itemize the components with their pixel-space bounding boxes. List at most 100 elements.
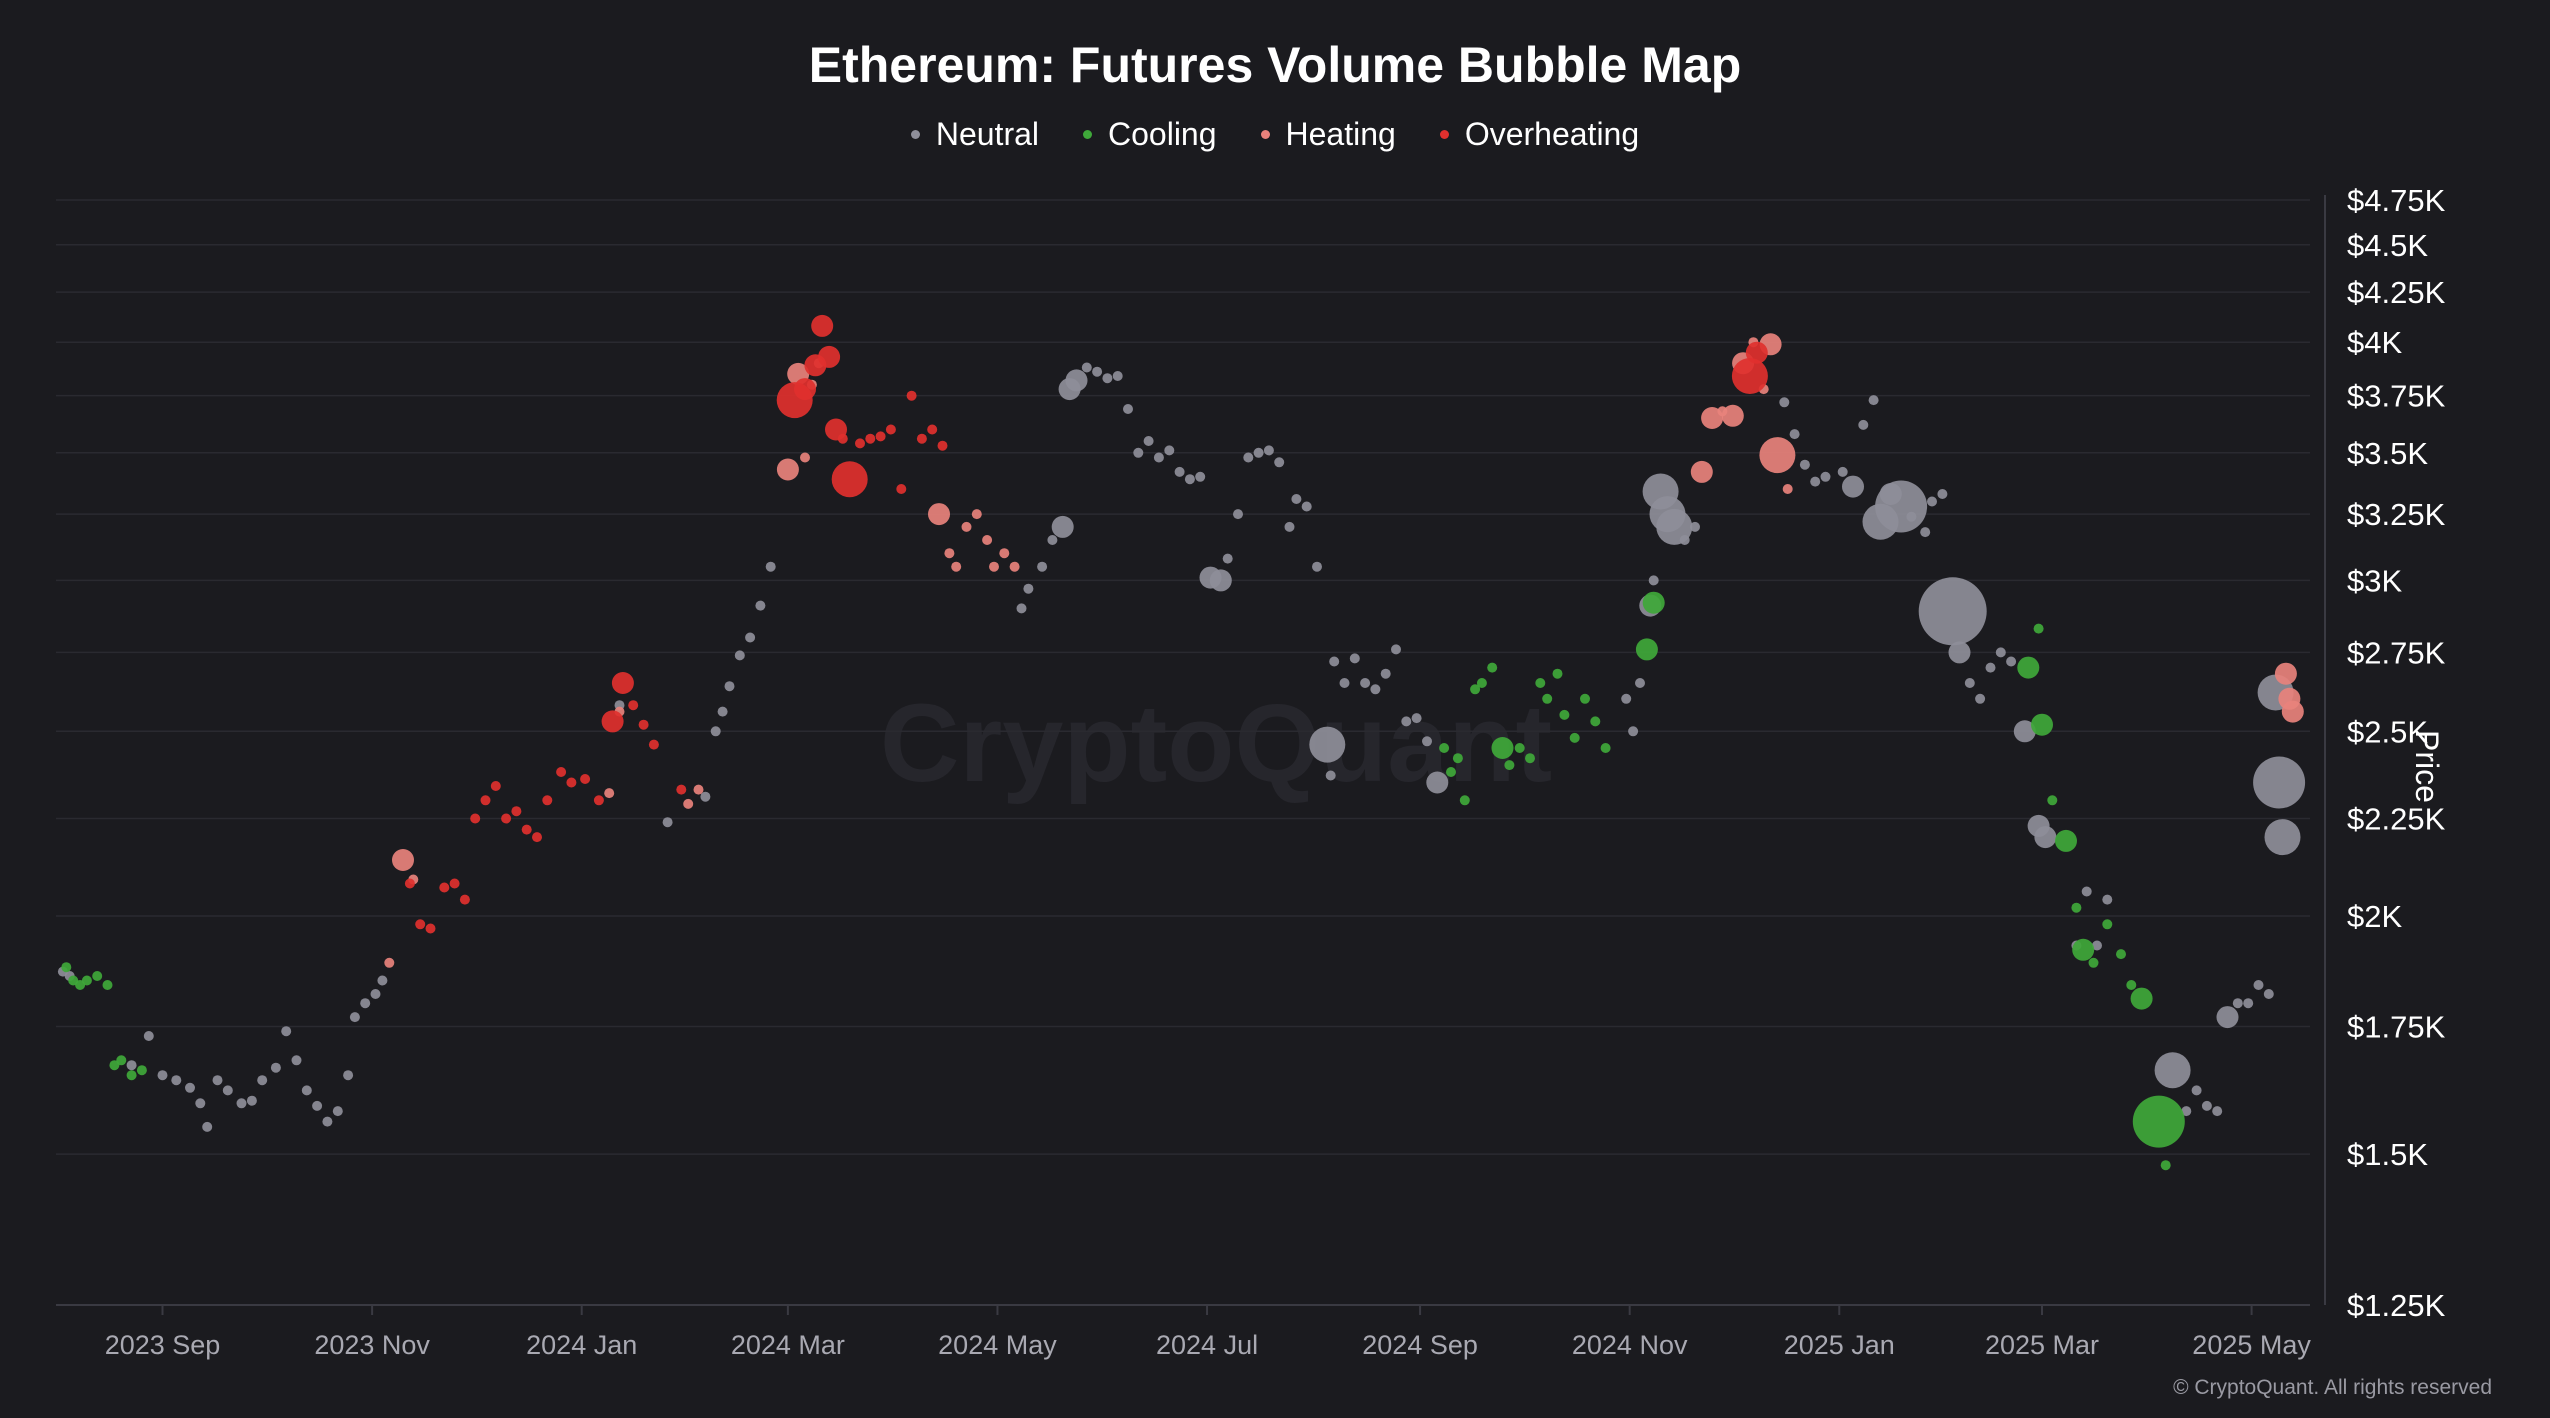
- bubble-overheating: [521, 824, 532, 835]
- bubble-neutral: [1995, 647, 2006, 658]
- bubble-neutral: [2181, 1106, 2192, 1117]
- bubble-neutral: [1023, 583, 1034, 594]
- bubble-neutral: [157, 1070, 168, 1081]
- bubble-neutral: [1291, 494, 1302, 504]
- bubble-neutral: [1143, 436, 1154, 446]
- bubble-neutral: [1370, 684, 1381, 695]
- bubble-neutral: [1222, 553, 1233, 564]
- y-tick-label: $1.75K: [2347, 1009, 2446, 1044]
- bubble-overheating: [542, 795, 553, 806]
- bubble-heating: [999, 548, 1010, 559]
- bubble-neutral: [1301, 501, 1312, 512]
- bubble-heating: [961, 521, 972, 532]
- bubble-neutral: [291, 1055, 302, 1066]
- bubble-neutral: [1360, 678, 1371, 688]
- bubble-neutral: [1153, 452, 1164, 463]
- bubble-neutral: [2154, 1052, 2191, 1089]
- legend-label: Overheating: [1464, 116, 1640, 152]
- bubble-neutral: [1339, 678, 1350, 688]
- bubble-cooling: [1542, 693, 1553, 704]
- bubble-neutral: [281, 1026, 292, 1037]
- bubble-overheating: [885, 424, 896, 435]
- bubble-neutral: [2253, 756, 2306, 809]
- bubble-overheating: [556, 767, 567, 777]
- bubble-neutral: [745, 632, 756, 643]
- y-tick-label: $2.5K: [2347, 714, 2428, 749]
- bubble-overheating: [449, 878, 460, 889]
- bubble-overheating: [831, 461, 868, 498]
- bubble-neutral: [1164, 445, 1175, 456]
- bubble-overheating: [811, 314, 834, 337]
- grid-layer: [56, 199, 2310, 1306]
- bubble-heating: [928, 503, 950, 526]
- bubble-neutral: [2013, 720, 2036, 743]
- bubble-neutral: [1195, 471, 1206, 482]
- bubble-neutral: [734, 650, 745, 661]
- legend-item-cooling[interactable]: Cooling: [1083, 116, 1217, 153]
- bubble-cooling: [1600, 743, 1611, 753]
- bubble-overheating: [628, 700, 639, 711]
- bubble-overheating: [638, 719, 649, 730]
- y-tick-label: $1.5K: [2347, 1137, 2428, 1172]
- bubble-neutral: [1868, 395, 1879, 406]
- bubble-neutral: [1937, 489, 1948, 499]
- bubble-neutral: [1621, 693, 1632, 704]
- bubble-neutral: [662, 817, 673, 828]
- bubble-neutral: [1174, 466, 1185, 477]
- bubble-neutral: [1284, 521, 1295, 532]
- bubble-cooling: [2033, 623, 2044, 634]
- bubble-neutral: [2092, 940, 2102, 951]
- y-tick-label: $3.25K: [2347, 497, 2446, 532]
- bubble-neutral: [1918, 577, 1987, 646]
- chart-title: Ethereum: Futures Volume Bubble Map: [808, 37, 1742, 93]
- bubble-neutral: [1253, 447, 1264, 458]
- x-tick-label: 2025 Mar: [1985, 1330, 2099, 1360]
- bubble-cooling: [1476, 678, 1487, 688]
- bubble-neutral: [1123, 404, 1133, 414]
- bubble-cooling: [1590, 716, 1601, 727]
- bubble-heating: [1759, 437, 1796, 474]
- bubble-neutral: [143, 1031, 154, 1041]
- legend-item-neutral[interactable]: Neutral: [910, 116, 1039, 153]
- bubble-cooling: [81, 975, 92, 986]
- series-cooling: [61, 591, 2185, 1171]
- legend-item-overheating[interactable]: Overheating: [1439, 116, 1640, 153]
- y-axis-title: Price: [2409, 730, 2445, 803]
- bubble-neutral: [301, 1085, 312, 1096]
- bubble-neutral: [185, 1082, 195, 1093]
- bubble-neutral: [1037, 561, 1048, 572]
- bubble-cooling: [92, 971, 103, 981]
- bubble-cooling: [1439, 743, 1450, 753]
- bubble-heating: [2274, 662, 2297, 685]
- bubble-cooling: [2116, 949, 2126, 960]
- legend-item-heating[interactable]: Heating: [1260, 116, 1396, 153]
- bubble-heating: [1009, 561, 1020, 572]
- bubble-neutral: [370, 989, 381, 999]
- bubble-neutral: [1422, 736, 1432, 747]
- bubble-cooling: [1446, 767, 1456, 777]
- bubble-neutral: [1312, 561, 1322, 572]
- x-tick-label: 2024 Jan: [526, 1330, 637, 1360]
- bubble-neutral: [1679, 535, 1690, 545]
- bubble-cooling: [1459, 795, 1470, 806]
- bubble-heating: [1690, 460, 1713, 483]
- bubble-cooling: [2130, 987, 2153, 1010]
- bubble-neutral: [126, 1060, 137, 1071]
- bubble-cooling: [136, 1065, 147, 1076]
- bubble-heating: [982, 535, 993, 545]
- y-tick-label: $2K: [2347, 899, 2402, 934]
- bubble-cooling: [1491, 737, 1514, 759]
- bubble-neutral: [2212, 1106, 2223, 1117]
- x-tick-label: 2024 Jul: [1156, 1330, 1258, 1360]
- bubble-heating: [971, 509, 982, 520]
- bubble-neutral: [1309, 726, 1346, 763]
- bubble-overheating: [459, 894, 470, 905]
- bubble-neutral: [1325, 770, 1336, 781]
- bubble-cooling: [109, 1060, 120, 1071]
- bubble-neutral: [212, 1075, 223, 1086]
- bubble-overheating: [490, 781, 501, 791]
- bubble-neutral: [171, 1075, 182, 1086]
- bubble-neutral: [1016, 603, 1027, 614]
- legend-marker-heating: [1260, 130, 1270, 139]
- series-heating: [384, 333, 2304, 968]
